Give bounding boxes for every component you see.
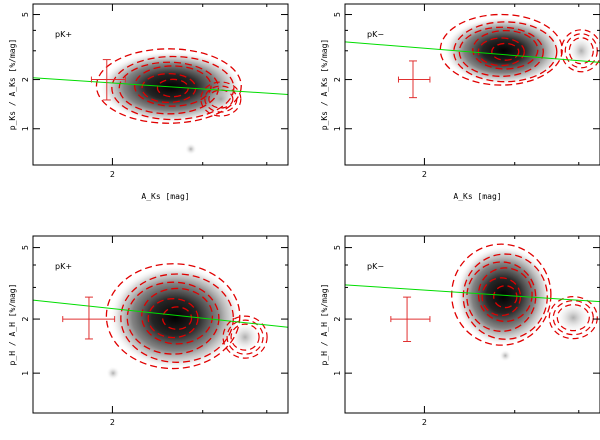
y-tick-label: 2 xyxy=(333,77,342,82)
density-speck xyxy=(499,349,512,362)
lobe-contour xyxy=(208,89,234,109)
plot-frame xyxy=(344,3,600,166)
panel-label: pK+ xyxy=(55,30,72,39)
lobe-contour xyxy=(204,85,238,113)
lobe-contour xyxy=(200,81,242,117)
y-tick-label: 5 xyxy=(21,12,30,17)
y-axis-label: p_H / A_H [%/mag] xyxy=(8,284,17,366)
plot-frame xyxy=(344,235,600,414)
lobe-contour xyxy=(230,323,260,351)
panel-2: 1 2 5 2 A_Ks [mag] p_Ks / A_Ks [%/mag] pK− xyxy=(320,3,600,201)
density-lobe xyxy=(555,301,592,334)
contour-level-2 xyxy=(453,21,558,83)
contour-level-4 xyxy=(133,65,212,107)
density-core xyxy=(443,16,564,85)
fit-line xyxy=(33,77,288,96)
error-bar xyxy=(390,296,431,343)
y-tick-label: 2 xyxy=(21,317,30,322)
contour-level-6 xyxy=(491,42,520,61)
contour-level-2 xyxy=(120,273,234,363)
contour-level-3 xyxy=(118,61,220,115)
fit-line xyxy=(345,284,600,303)
contour-level-2 xyxy=(462,253,548,340)
x-tick-label: 2 xyxy=(422,170,427,179)
y-tick-label: 2 xyxy=(333,317,342,322)
lobe-contour xyxy=(548,296,598,340)
y-tick-label: 1 xyxy=(21,371,30,376)
x-tick-label: 2 xyxy=(110,418,115,427)
lobe-contour xyxy=(552,300,594,336)
fit-line xyxy=(345,41,600,63)
x-axis-label: A_Ks [mag] xyxy=(453,192,501,201)
density-speck xyxy=(184,143,197,156)
lobe-contour xyxy=(560,29,600,73)
contour-level-2 xyxy=(111,55,235,121)
y-axis-label: p_Ks / A_Ks [%/mag] xyxy=(320,39,329,131)
x-axis-label: A_Ks [mag] xyxy=(141,192,189,201)
y-axis-label: p_Ks / A_Ks [%/mag] xyxy=(8,39,17,131)
y-tick-label: 1 xyxy=(21,126,30,131)
panel-label: pK− xyxy=(367,262,384,271)
x-tick-label: 2 xyxy=(110,170,115,179)
contour-level-4 xyxy=(477,267,533,323)
x-tick-label: 2 xyxy=(422,418,427,427)
lobe-contour xyxy=(226,319,264,355)
panel-label: pK+ xyxy=(55,262,72,271)
lobe-contour xyxy=(556,304,590,332)
contour-level-4 xyxy=(141,287,214,345)
contour-level-1 xyxy=(105,263,241,370)
y-tick-label: 2 xyxy=(21,77,30,82)
contour-level-1 xyxy=(451,243,552,346)
error-bar xyxy=(62,296,116,340)
density-lobe xyxy=(206,87,235,112)
y-tick-label: 5 xyxy=(21,245,30,250)
y-tick-label: 5 xyxy=(333,245,342,250)
plot-frame xyxy=(32,235,289,414)
contour-level-1 xyxy=(439,13,563,86)
y-tick-label: 5 xyxy=(333,12,342,17)
y-tick-label: 1 xyxy=(333,371,342,376)
error-bar xyxy=(397,60,431,99)
error-bar xyxy=(90,59,126,101)
panel-label: pK− xyxy=(367,30,384,39)
contour-level-6 xyxy=(161,306,193,331)
density-lobe xyxy=(567,34,596,67)
contour-level-3 xyxy=(466,261,537,332)
y-tick-label: 1 xyxy=(333,126,342,131)
lobe-contour xyxy=(568,37,594,65)
panel-1: 1 2 5 2 A_Ks [mag] p_Ks / A_Ks [%/mag] pK+ xyxy=(8,3,289,201)
lobe-contour xyxy=(222,315,268,359)
fit-line xyxy=(33,299,288,328)
contour-level-5 xyxy=(477,37,525,67)
plot-frame xyxy=(32,3,289,166)
contour-level-3 xyxy=(126,281,220,355)
contour-level-1 xyxy=(95,48,242,124)
contour-level-4 xyxy=(472,29,539,70)
contour-level-3 xyxy=(458,26,544,77)
density-speck xyxy=(106,366,121,381)
y-axis-label: p_H / A_H [%/mag] xyxy=(320,284,329,366)
